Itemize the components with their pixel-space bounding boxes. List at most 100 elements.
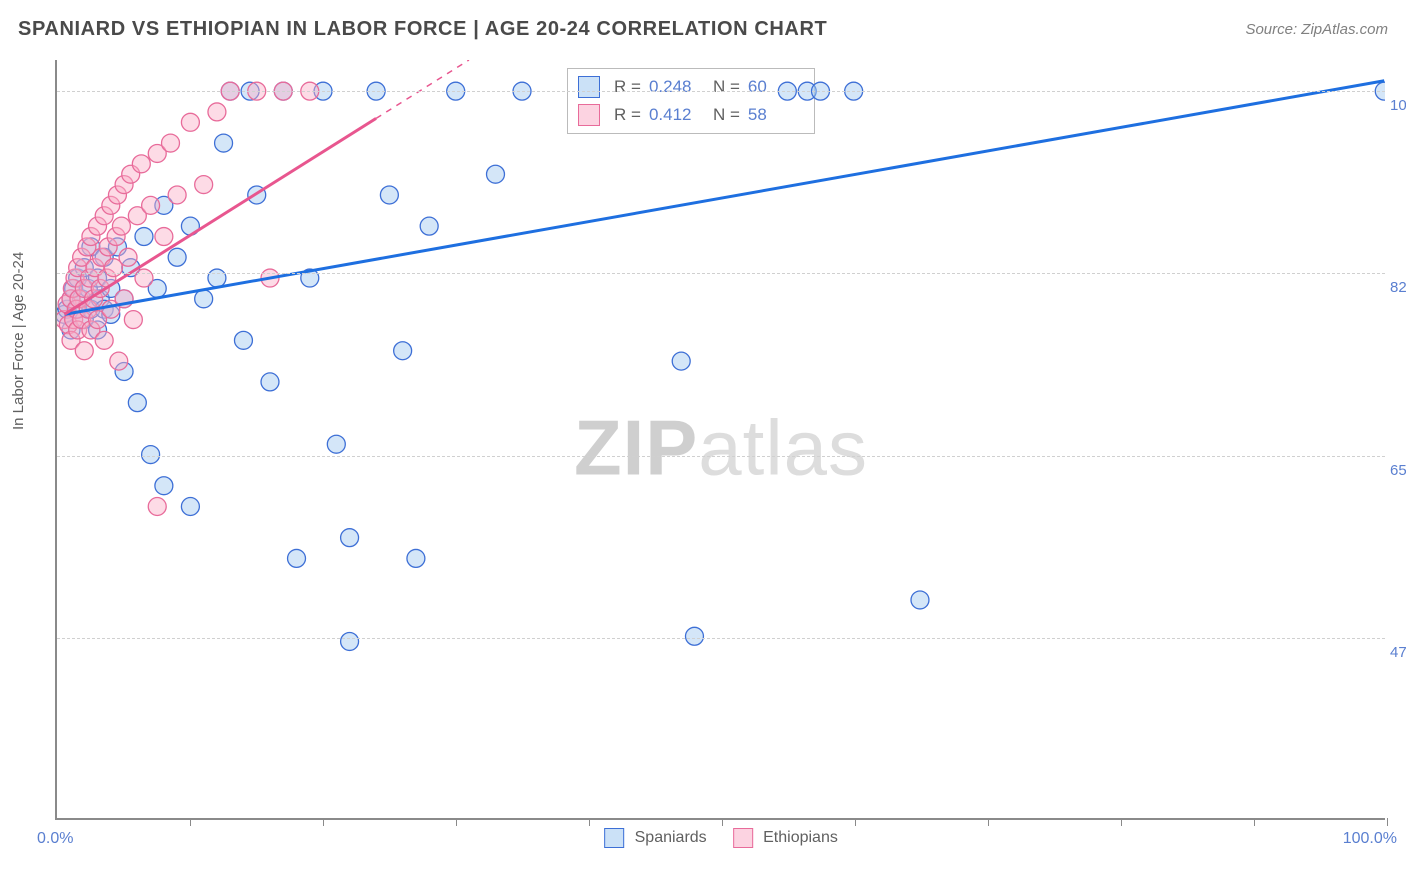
data-point — [380, 186, 398, 204]
watermark: ZIPatlas — [574, 403, 868, 494]
data-point — [95, 248, 113, 266]
y-tick-label: 65.0% — [1390, 462, 1406, 479]
y-tick-label: 47.5% — [1390, 644, 1406, 661]
data-point — [112, 217, 130, 235]
chart-container: SPANIARD VS ETHIOPIAN IN LABOR FORCE | A… — [0, 0, 1406, 892]
gridline — [57, 638, 1385, 639]
data-point — [65, 279, 83, 297]
data-point — [672, 352, 690, 370]
x-tick — [1254, 818, 1255, 826]
r-value: 0.248 — [649, 77, 705, 97]
data-point — [135, 269, 153, 287]
data-point — [89, 321, 107, 339]
data-point — [155, 228, 173, 246]
swatch-icon — [604, 828, 624, 848]
data-point — [208, 103, 226, 121]
title-row: SPANIARD VS ETHIOPIAN IN LABOR FORCE | A… — [18, 18, 1388, 41]
data-point — [155, 477, 173, 495]
n-label: N = — [713, 77, 740, 97]
data-point — [102, 279, 120, 297]
data-point — [85, 290, 103, 308]
data-point — [487, 165, 505, 183]
x-tick — [1121, 818, 1122, 826]
data-point — [89, 311, 107, 329]
legend-row: R = 0.412 N = 58 — [578, 101, 804, 129]
data-point — [142, 446, 160, 464]
data-point — [248, 186, 266, 204]
gridline — [57, 456, 1385, 457]
data-point — [98, 269, 116, 287]
r-value: 0.412 — [649, 105, 705, 125]
data-point — [115, 290, 133, 308]
data-point — [99, 238, 117, 256]
data-point — [70, 290, 88, 308]
data-point — [89, 217, 107, 235]
data-point — [115, 290, 133, 308]
data-point — [148, 498, 166, 516]
data-point — [420, 217, 438, 235]
data-point — [195, 290, 213, 308]
data-point — [341, 529, 359, 547]
data-point — [181, 217, 199, 235]
data-point — [155, 196, 173, 214]
data-point — [148, 144, 166, 162]
data-point — [327, 435, 345, 453]
gridline — [57, 91, 1385, 92]
data-point — [62, 331, 80, 349]
data-point — [67, 300, 85, 318]
data-point — [128, 207, 146, 225]
data-point — [63, 279, 81, 297]
data-point — [75, 279, 93, 297]
data-point — [82, 228, 100, 246]
data-point — [95, 207, 113, 225]
data-point — [62, 290, 80, 308]
data-point — [122, 165, 140, 183]
watermark-light: atlas — [698, 404, 868, 492]
data-point — [148, 279, 166, 297]
y-tick-label: 82.5% — [1390, 279, 1406, 296]
data-point — [69, 321, 87, 339]
data-point — [407, 549, 425, 567]
data-point — [394, 342, 412, 360]
data-point — [115, 176, 133, 194]
x-tick — [1387, 818, 1388, 826]
x-tick — [190, 818, 191, 826]
data-point — [168, 186, 186, 204]
data-point — [142, 196, 160, 214]
data-point — [95, 331, 113, 349]
legend-item: Spaniards — [604, 828, 707, 848]
data-point — [288, 549, 306, 567]
gridline — [57, 273, 1385, 274]
data-point — [195, 176, 213, 194]
x-axis-min-label: 0.0% — [37, 830, 73, 848]
scatter-svg — [57, 60, 1385, 818]
data-point — [208, 269, 226, 287]
x-axis-max-label: 100.0% — [1343, 830, 1397, 848]
data-point — [65, 311, 83, 329]
series-legend: Spaniards Ethiopians — [604, 828, 838, 848]
data-point — [59, 316, 77, 334]
data-point — [234, 331, 252, 349]
data-point — [75, 342, 93, 360]
r-label: R = — [614, 77, 641, 97]
data-point — [115, 363, 133, 381]
data-point — [95, 300, 113, 318]
data-point — [69, 300, 87, 318]
legend-row: R = 0.248 N = 60 — [578, 73, 804, 101]
data-point — [82, 321, 100, 339]
trend-line-dashed — [376, 60, 469, 118]
data-point — [62, 290, 80, 308]
x-tick — [589, 818, 590, 826]
data-point — [58, 295, 76, 313]
data-point — [73, 311, 91, 329]
data-point — [69, 269, 87, 287]
data-point — [119, 248, 137, 266]
data-point — [73, 290, 91, 308]
data-point — [181, 113, 199, 131]
x-tick — [988, 818, 989, 826]
data-point — [108, 186, 126, 204]
data-point — [261, 269, 279, 287]
correlation-legend: R = 0.248 N = 60 R = 0.412 N = 58 — [567, 68, 815, 134]
data-point — [58, 300, 76, 318]
data-point — [128, 394, 146, 412]
